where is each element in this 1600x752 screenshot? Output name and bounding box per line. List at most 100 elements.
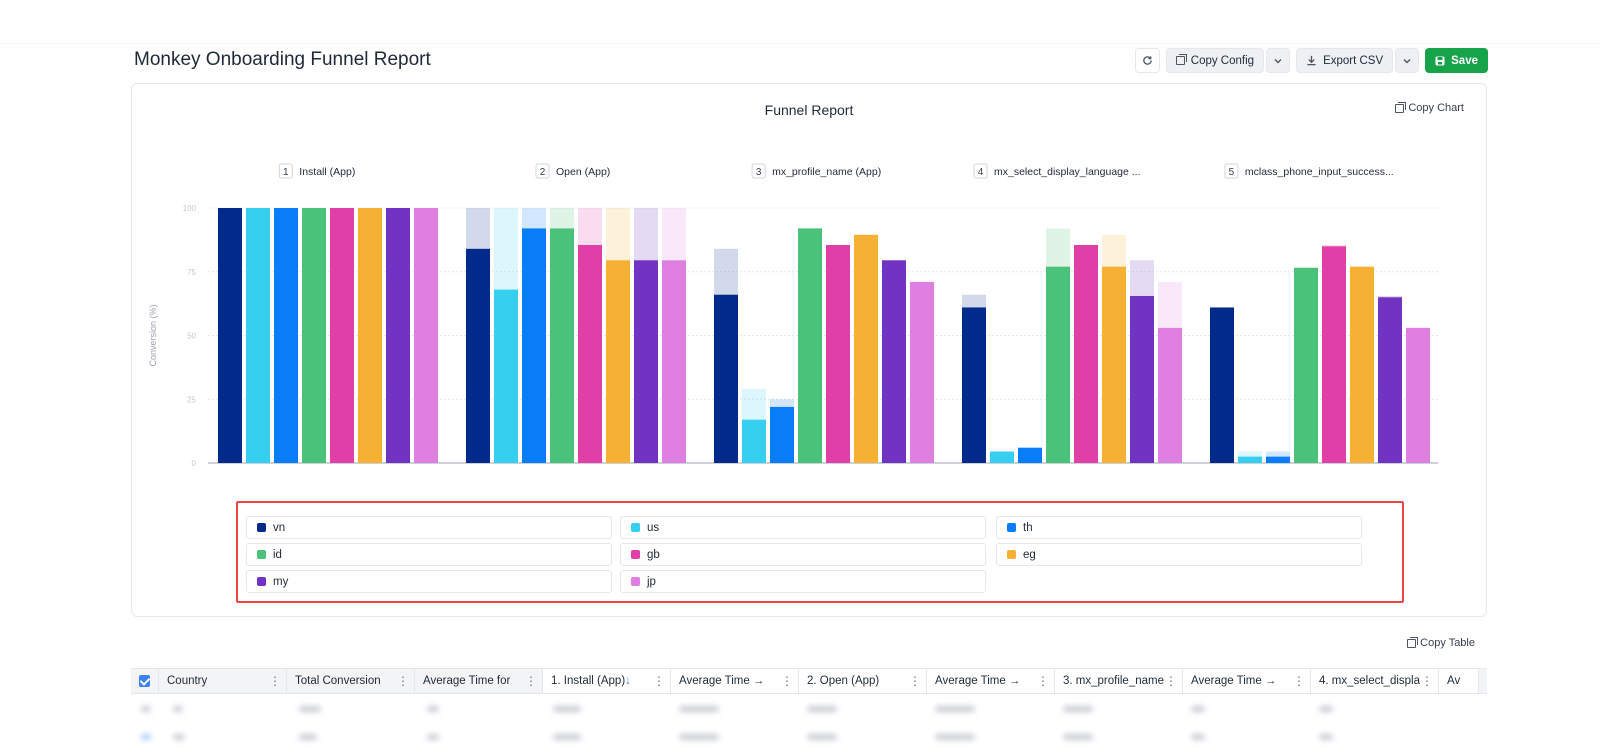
export-csv-dropdown[interactable] bbox=[1395, 48, 1420, 73]
column-header[interactable]: Total Conversion ⋮ bbox=[287, 669, 415, 693]
column-header[interactable]: 4. mx_select_displa ⋮ bbox=[1311, 669, 1439, 693]
legend-item-th[interactable]: th bbox=[996, 516, 1362, 539]
legend-swatch bbox=[257, 523, 266, 532]
bar-eg bbox=[606, 260, 630, 463]
select-all-cell bbox=[131, 669, 159, 693]
dropoff-bar bbox=[466, 208, 490, 249]
bar-us bbox=[246, 208, 270, 463]
copy-config-group: Copy Config bbox=[1165, 48, 1291, 73]
legend-item-gb[interactable]: gb bbox=[620, 543, 986, 566]
copy-table-button[interactable]: Copy Table bbox=[1407, 636, 1475, 649]
sort-desc-icon[interactable]: ↓ bbox=[625, 675, 631, 687]
dropoff-bar bbox=[578, 208, 602, 245]
step-index-box bbox=[751, 163, 766, 179]
dropoff-bar bbox=[1102, 234, 1126, 267]
column-menu-icon[interactable]: ⋮ bbox=[525, 674, 537, 688]
column-menu-icon[interactable]: ⋮ bbox=[1165, 674, 1177, 688]
bar-th bbox=[1018, 447, 1042, 463]
legend-item-vn[interactable]: vn bbox=[246, 516, 612, 539]
bar-my bbox=[1130, 295, 1154, 463]
chart-title: Funnel Report bbox=[764, 102, 854, 118]
dropoff-bar bbox=[634, 208, 658, 261]
bar-jp bbox=[1406, 327, 1430, 463]
bar-eg bbox=[358, 208, 382, 463]
dropoff-bar bbox=[714, 248, 738, 295]
column-header[interactable]: Av bbox=[1439, 669, 1479, 693]
dropoff-bar bbox=[1294, 266, 1318, 268]
y-tick-label: 100 bbox=[183, 204, 197, 213]
column-header[interactable]: Average Time → ⋮ bbox=[927, 669, 1055, 693]
legend-label: gb bbox=[647, 548, 660, 561]
column-menu-icon[interactable]: ⋮ bbox=[1037, 674, 1049, 688]
copy-config-dropdown[interactable] bbox=[1266, 48, 1291, 73]
step-label: mx_select_display_language ... bbox=[994, 166, 1141, 178]
column-menu-icon[interactable]: ⋮ bbox=[1293, 674, 1305, 688]
column-menu-icon[interactable]: ⋮ bbox=[397, 674, 409, 688]
legend-label: id bbox=[273, 548, 282, 561]
column-menu-icon[interactable]: ⋮ bbox=[781, 674, 793, 688]
bar-id bbox=[1294, 267, 1318, 463]
y-tick-label: 75 bbox=[187, 268, 196, 277]
legend-item-us[interactable]: us bbox=[620, 516, 986, 539]
bar-vn bbox=[962, 307, 986, 463]
legend-item-my[interactable]: my bbox=[246, 570, 612, 593]
select-all-checkbox[interactable] bbox=[139, 675, 150, 687]
toolbar: Copy Config Export CSV Save bbox=[1134, 48, 1488, 73]
legend-swatch bbox=[631, 550, 640, 559]
step-index: 4 bbox=[978, 167, 984, 178]
legend-item-id[interactable]: id bbox=[246, 543, 612, 566]
column-menu-icon[interactable]: ⋮ bbox=[1421, 674, 1433, 688]
column-menu-icon[interactable]: ⋮ bbox=[269, 674, 281, 688]
column-header[interactable]: Average Time for ⋮ bbox=[415, 669, 543, 693]
bar-th bbox=[770, 406, 794, 463]
step-label: mclass_phone_input_success... bbox=[1245, 166, 1394, 178]
step-label: mx_profile_name (App) bbox=[772, 166, 881, 178]
legend-label: th bbox=[1023, 521, 1033, 534]
bar-id bbox=[302, 208, 326, 463]
table-header: Country ⋮ Total Conversion ⋮ Average Time fo… bbox=[131, 668, 1487, 694]
dropoff-bar bbox=[742, 389, 766, 420]
column-header[interactable]: 3. mx_profile_name ⋮ bbox=[1055, 669, 1183, 693]
bar-us bbox=[1238, 456, 1262, 463]
column-header-label: Average Time → bbox=[679, 675, 765, 687]
copy-icon bbox=[1395, 101, 1407, 113]
dropoff-bar bbox=[522, 208, 546, 229]
legend-item-eg[interactable]: eg bbox=[996, 543, 1362, 566]
copy-chart-button[interactable]: Copy Chart bbox=[1395, 101, 1464, 114]
y-axis-label: Conversion (%) bbox=[148, 304, 158, 366]
column-header[interactable]: 1. Install (App) ↓ ⋮ bbox=[543, 669, 671, 693]
bar-my bbox=[634, 260, 658, 463]
bar-vn bbox=[218, 208, 242, 463]
dropoff-bar bbox=[962, 294, 986, 308]
legend-label: my bbox=[273, 575, 289, 588]
legend-item-jp[interactable]: jp bbox=[620, 570, 986, 593]
bar-th bbox=[1266, 456, 1290, 463]
dropoff-bar bbox=[606, 208, 630, 261]
bar-my bbox=[1378, 297, 1402, 463]
y-tick-label: 25 bbox=[187, 395, 196, 404]
column-header-label: Average Time → bbox=[1191, 675, 1277, 687]
step-index-box bbox=[535, 163, 550, 179]
refresh-button[interactable] bbox=[1134, 48, 1160, 73]
bar-my bbox=[386, 208, 410, 463]
column-menu-icon[interactable]: ⋮ bbox=[653, 674, 665, 688]
bar-jp bbox=[1158, 327, 1182, 463]
step-index-box bbox=[973, 163, 988, 179]
chevron-down-icon bbox=[1403, 58, 1411, 63]
legend-label: jp bbox=[647, 575, 656, 588]
bar-jp bbox=[414, 208, 438, 463]
copy-config-button[interactable]: Copy Config bbox=[1165, 48, 1265, 73]
legend-swatch bbox=[257, 550, 266, 559]
column-menu-icon[interactable]: ⋮ bbox=[909, 674, 921, 688]
column-header[interactable]: 2. Open (App) ⋮ bbox=[799, 669, 927, 693]
save-button[interactable]: Save bbox=[1425, 48, 1488, 73]
export-csv-button[interactable]: Export CSV bbox=[1296, 48, 1394, 73]
column-header[interactable]: Country ⋮ bbox=[159, 669, 287, 693]
step-index: 2 bbox=[540, 167, 546, 178]
column-header[interactable]: Average Time → ⋮ bbox=[1183, 669, 1311, 693]
funnel-chart: 0 25 50 75 100 Conversion (%) 1 Install (App) 2 O… bbox=[148, 163, 1438, 468]
column-header-label: Country bbox=[167, 675, 208, 687]
dropoff-bar bbox=[662, 208, 686, 261]
table-row bbox=[131, 724, 1487, 752]
column-header[interactable]: Average Time → ⋮ bbox=[671, 669, 799, 693]
